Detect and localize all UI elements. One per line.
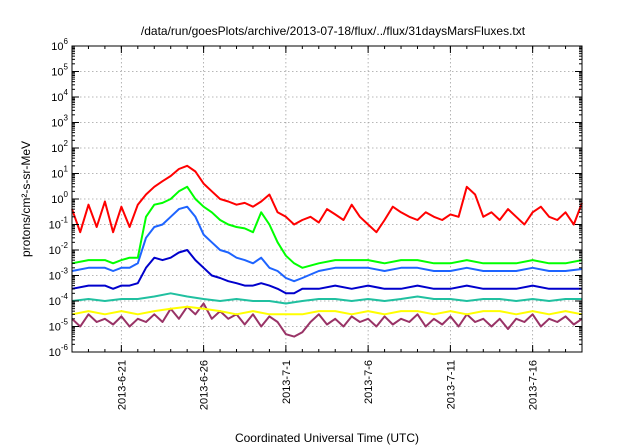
y-tick-label: 10-2 bbox=[49, 241, 69, 257]
y-tick-base: 10 bbox=[51, 41, 63, 53]
y-tick-base: 10 bbox=[51, 92, 63, 104]
y-tick-label: 101 bbox=[51, 165, 68, 181]
x-axis-label: Coordinated Universal Time (UTC) bbox=[235, 431, 419, 445]
series-line-1 bbox=[71, 164, 583, 234]
y-tick-exponent: 3 bbox=[64, 114, 69, 123]
x-tick-label: 2013-7-6 bbox=[363, 360, 375, 404]
x-tick-label: 2013-7-1 bbox=[281, 360, 293, 404]
y-tick-exponent: -3 bbox=[61, 267, 69, 276]
series-line-7 bbox=[71, 302, 583, 338]
grid bbox=[72, 46, 582, 352]
y-tick-exponent: 5 bbox=[64, 63, 69, 72]
y-tick-label: 104 bbox=[51, 88, 68, 104]
x-tick-label: 2013-6-21 bbox=[116, 360, 128, 410]
y-tick-label: 103 bbox=[51, 114, 68, 130]
y-tick-labels: 10610510410310210110010-110-210-310-410-… bbox=[49, 37, 69, 359]
y-tick-exponent: 4 bbox=[64, 88, 69, 97]
y-tick-exponent: 1 bbox=[64, 165, 69, 174]
y-tick-exponent: -4 bbox=[61, 292, 69, 301]
y-tick-label: 10-5 bbox=[49, 318, 69, 334]
y-tick-label: 100 bbox=[51, 190, 68, 206]
y-tick-label: 102 bbox=[51, 139, 68, 155]
y-tick-base: 10 bbox=[51, 169, 63, 181]
y-tick-base: 10 bbox=[51, 194, 63, 206]
y-tick-label: 10-4 bbox=[49, 292, 69, 308]
y-tick-base: 10 bbox=[49, 220, 61, 232]
y-tick-base: 10 bbox=[51, 143, 63, 155]
y-tick-exponent: 2 bbox=[64, 139, 69, 148]
y-tick-exponent: -2 bbox=[61, 241, 69, 250]
y-tick-label: 10-1 bbox=[49, 216, 69, 232]
y-tick-base: 10 bbox=[49, 322, 61, 334]
y-tick-exponent: -6 bbox=[61, 343, 69, 352]
y-tick-base: 10 bbox=[49, 347, 61, 359]
series-line-2 bbox=[71, 185, 583, 269]
y-tick-label: 105 bbox=[51, 63, 68, 79]
series-line-4 bbox=[71, 249, 582, 295]
y-tick-exponent: -5 bbox=[61, 318, 69, 327]
y-tick-exponent: 6 bbox=[64, 37, 69, 46]
series-line-3 bbox=[71, 205, 583, 283]
y-tick-exponent: -1 bbox=[61, 216, 69, 225]
y-tick-base: 10 bbox=[51, 67, 63, 79]
plot-frame bbox=[71, 45, 583, 353]
x-tick-labels: 2013-6-21 2013-6-26 2013-7-1 2013-7-6 2013-7… bbox=[116, 360, 539, 410]
y-tick-base: 10 bbox=[51, 118, 63, 130]
y-tick-label: 106 bbox=[51, 37, 68, 53]
series-line-5 bbox=[71, 292, 582, 305]
series-group bbox=[71, 164, 583, 338]
y-tick-label: 10-6 bbox=[49, 343, 69, 359]
x-tick-label: 2013-7-11 bbox=[445, 360, 457, 409]
series-line-6 bbox=[71, 305, 583, 316]
x-tick-label: 2013-7-16 bbox=[528, 360, 540, 410]
y-tick-base: 10 bbox=[49, 296, 61, 308]
y-tick-label: 10-3 bbox=[49, 267, 69, 283]
y-tick-exponent: 0 bbox=[64, 190, 69, 199]
chart-title: /data/run/goesPlots/archive/2013-07-18/f… bbox=[141, 24, 526, 38]
y-tick-base: 10 bbox=[49, 245, 61, 257]
y-tick-base: 10 bbox=[49, 271, 61, 283]
y-axis-label: protons/cm²-s-sr-MeV bbox=[19, 141, 33, 257]
x-tick-label: 2013-6-26 bbox=[199, 360, 211, 410]
